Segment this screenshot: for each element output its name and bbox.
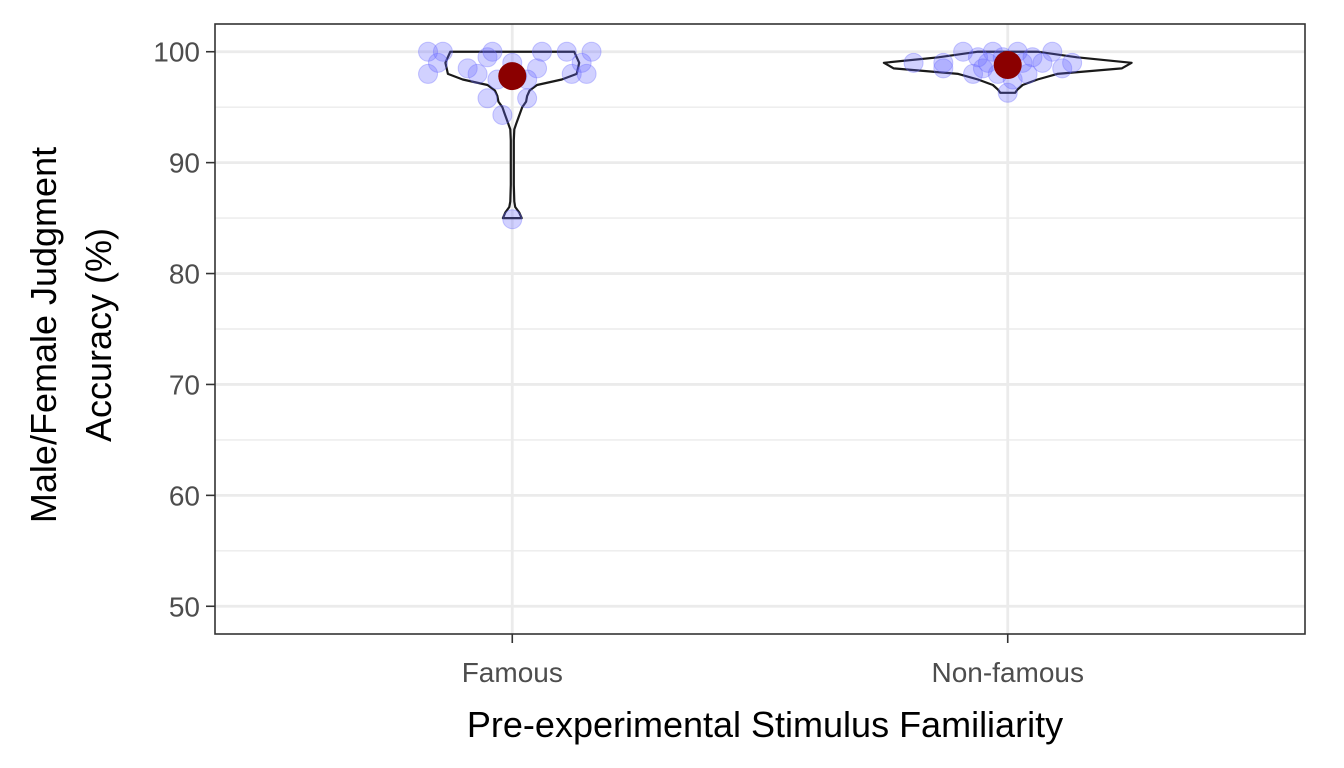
data-point: [1022, 47, 1043, 68]
data-point: [1062, 52, 1083, 73]
data-point: [561, 63, 582, 84]
y-axis: 50 60 70 80 90 100: [153, 37, 215, 622]
data-point: [482, 41, 503, 62]
minor-gridlines: [215, 106, 1305, 552]
y-tick-label: 50: [169, 591, 200, 622]
data-point: [997, 82, 1018, 103]
y-axis-title-line-2: Accuracy (%): [78, 228, 119, 442]
x-tick-label: Non-famous: [931, 657, 1084, 688]
mean-markers: [498, 51, 1022, 91]
data-point: [1042, 41, 1063, 62]
data-point: [933, 52, 954, 73]
data-point: [576, 63, 597, 84]
data-point: [556, 41, 577, 62]
mean-marker-non-famous: [993, 51, 1022, 80]
data-point: [477, 47, 498, 68]
x-axis-title: Pre-experimental Stimulus Familiarity: [467, 704, 1063, 745]
data-point: [492, 104, 513, 125]
y-tick-label: 90: [169, 148, 200, 179]
x-axis: Famous Non-famous: [462, 634, 1084, 688]
y-tick-label: 80: [169, 259, 200, 290]
data-point: [457, 58, 478, 79]
data-point: [418, 41, 439, 62]
violin-famous: [444, 50, 581, 220]
violin-shapes: [444, 50, 1133, 220]
data-point: [1032, 52, 1053, 73]
data-point: [571, 52, 592, 73]
violin-non-famous: [882, 50, 1133, 94]
data-point: [953, 41, 974, 62]
major-gridlines: [215, 24, 1305, 634]
data-point: [963, 63, 984, 84]
data-point: [502, 209, 523, 230]
data-point: [477, 88, 498, 109]
y-tick-label: 60: [169, 480, 200, 511]
y-tick-label: 100: [153, 37, 200, 68]
y-tick-label: 70: [169, 369, 200, 400]
data-point: [532, 41, 552, 62]
mean-marker-famous: [498, 62, 527, 91]
data-point: [432, 41, 453, 62]
y-axis-title: Male/Female Judgment Accuracy (%): [23, 147, 119, 523]
data-point: [581, 41, 602, 62]
data-point: [933, 58, 954, 79]
plot-border: [214, 23, 1306, 635]
data-point: [517, 88, 538, 109]
data-point: [972, 58, 993, 79]
data-point: [527, 58, 548, 79]
data-point: [968, 47, 988, 68]
y-axis-title-line-1: Male/Female Judgment: [23, 147, 64, 523]
data-point: [418, 63, 439, 84]
data-point: [467, 63, 488, 84]
x-tick-label: Famous: [462, 657, 563, 688]
data-point: [427, 52, 448, 73]
data-point: [1052, 58, 1073, 79]
data-point: [903, 52, 924, 73]
